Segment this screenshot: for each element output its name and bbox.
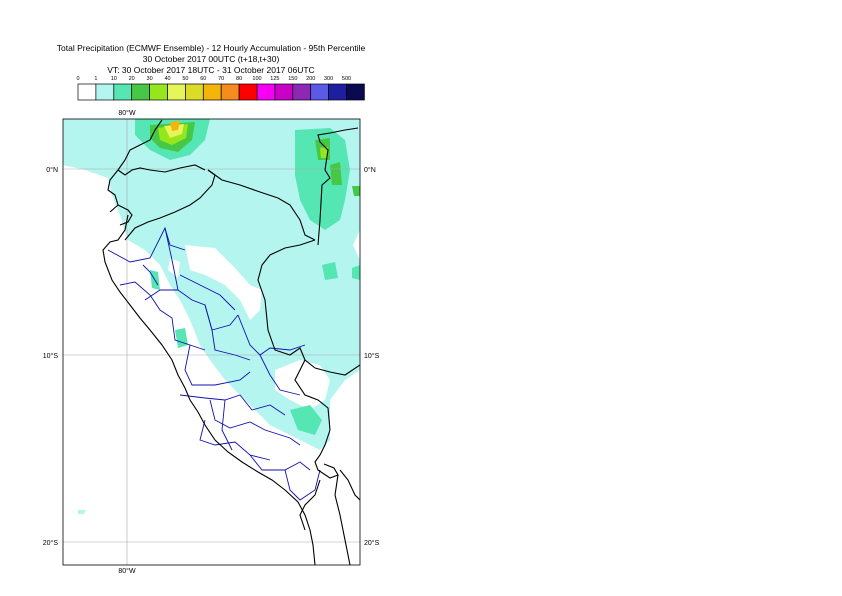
precip-orange-area <box>170 121 180 131</box>
title-line-3: VT: 30 October 2017 18UTC - 31 October 2… <box>107 65 315 75</box>
precip-yellow-area <box>164 124 184 138</box>
lat-label-left-10: 10°S <box>43 352 59 360</box>
lat-label-right-20: 20°S <box>364 539 380 547</box>
legend-tick-label: 100 <box>252 76 261 82</box>
lon-label-bottom: 80°W <box>118 567 136 575</box>
legend-swatch <box>346 83 365 101</box>
color-legend: 0 1 10 20 30 40 50 60 70 80 100 125 150 200 300 500 <box>76 76 365 101</box>
title-line-2: 30 October 2017 00UTC (t+18,t+30) <box>142 54 280 64</box>
lat-label-right-0: 0°N <box>364 166 376 174</box>
region-borders <box>107 226 321 501</box>
legend-tick-label: 10 <box>111 76 117 82</box>
legend-tick-label: 0 <box>76 76 79 82</box>
legend-tick-label: 1 <box>94 76 97 82</box>
legend-tick-label: 60 <box>200 76 206 82</box>
lat-label-right-10: 10°S <box>364 352 380 360</box>
legend-tick-label: 20 <box>129 76 135 82</box>
legend-tick-label: 200 <box>306 76 315 82</box>
legend-tick-label: 30 <box>147 76 153 82</box>
lon-label-top: 80°W <box>118 109 136 117</box>
lat-label-left-0: 0°N <box>46 166 58 174</box>
legend-tick-label: 300 <box>324 76 333 82</box>
map-frame <box>62 118 361 566</box>
map-content <box>63 119 360 565</box>
legend-tick-label: 150 <box>288 76 297 82</box>
legend-tick-label: 125 <box>270 76 279 82</box>
lat-label-left-20: 20°S <box>43 539 59 547</box>
graticule <box>63 119 360 565</box>
legend-tick-label: 80 <box>236 76 242 82</box>
legend-tick-label: 40 <box>164 76 170 82</box>
title-line-1: Total Precipitation (ECMWF Ensemble) - 1… <box>56 43 366 53</box>
legend-tick-label: 500 <box>342 76 351 82</box>
country-borders <box>102 119 360 565</box>
legend-tick-label: 50 <box>182 76 188 82</box>
legend-tick-label: 70 <box>218 76 224 82</box>
